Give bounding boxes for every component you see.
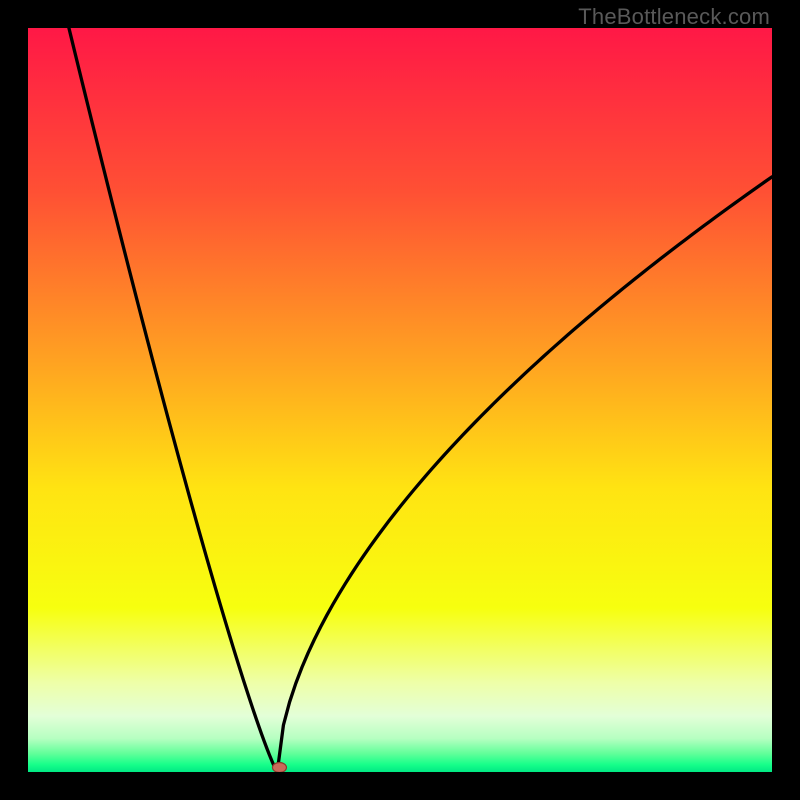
watermark-text: TheBottleneck.com	[578, 4, 770, 30]
curve-layer	[28, 28, 772, 772]
chart-stage: TheBottleneck.com	[0, 0, 800, 800]
plot-area	[28, 28, 772, 772]
bottleneck-curve	[69, 28, 772, 772]
minimum-marker	[272, 763, 286, 772]
